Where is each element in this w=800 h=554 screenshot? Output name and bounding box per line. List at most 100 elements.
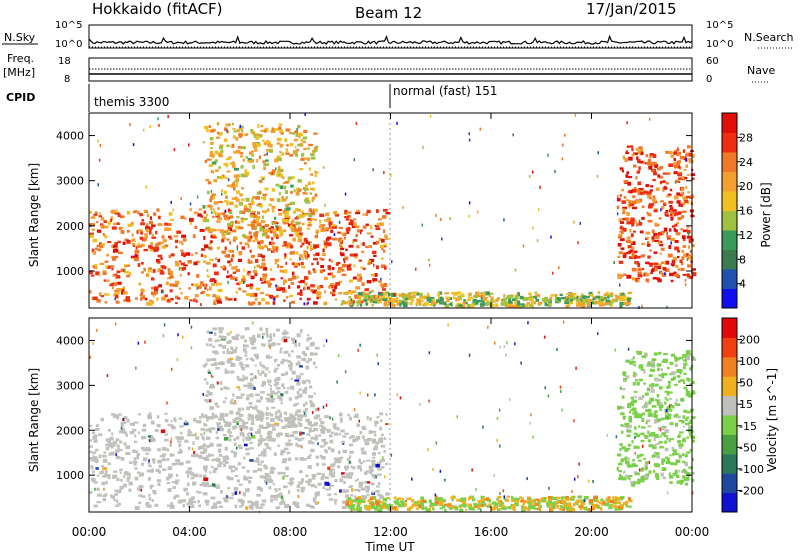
power-colorbar-segment xyxy=(722,152,737,172)
data-cell xyxy=(429,304,434,307)
data-cell xyxy=(544,386,546,390)
data-cell xyxy=(285,210,289,214)
data-cell xyxy=(686,275,691,278)
data-cell xyxy=(298,388,302,391)
data-cell xyxy=(316,297,319,300)
data-cell xyxy=(262,139,265,142)
data-cell xyxy=(184,296,189,300)
data-cell xyxy=(668,163,674,167)
data-cell xyxy=(217,228,220,232)
data-cell xyxy=(218,132,222,136)
data-cell xyxy=(448,507,452,510)
data-cell xyxy=(362,225,367,229)
data-cell xyxy=(529,298,534,302)
data-cell xyxy=(263,427,268,430)
data-cell xyxy=(254,297,258,301)
data-cell xyxy=(647,361,651,366)
data-cell xyxy=(292,340,296,345)
data-cell xyxy=(240,365,243,368)
data-cell xyxy=(261,263,266,267)
data-cell xyxy=(681,460,685,464)
data-cell xyxy=(274,415,277,419)
data-cell xyxy=(357,348,359,352)
data-cell xyxy=(266,379,272,383)
data-cell xyxy=(103,451,107,454)
data-cell xyxy=(289,258,292,261)
data-cell xyxy=(270,278,275,281)
data-cell xyxy=(213,280,217,284)
data-cell xyxy=(407,292,413,295)
data-cell xyxy=(321,455,326,460)
data-cell xyxy=(284,214,290,218)
data-cell xyxy=(627,424,633,429)
data-cell xyxy=(307,455,311,459)
data-cell xyxy=(646,363,650,367)
data-cell xyxy=(279,347,283,350)
data-cell xyxy=(637,478,642,483)
data-cell xyxy=(309,241,312,244)
data-cell xyxy=(204,499,210,504)
data-cell xyxy=(300,490,305,493)
data-cell xyxy=(687,174,690,176)
data-cell xyxy=(297,179,302,183)
data-cell xyxy=(279,232,283,236)
data-cell xyxy=(477,210,479,214)
data-cell xyxy=(93,434,98,438)
data-cell xyxy=(339,238,343,243)
data-cell xyxy=(269,345,271,349)
data-cell xyxy=(435,299,441,303)
data-cell xyxy=(209,383,215,387)
data-cell xyxy=(185,460,191,464)
power-colorbar-tick-label: 20 xyxy=(739,180,753,193)
data-cell xyxy=(267,208,270,212)
data-cell xyxy=(485,497,490,501)
data-cell xyxy=(179,431,183,435)
data-cell xyxy=(274,488,278,491)
data-cell xyxy=(243,207,249,212)
data-cell xyxy=(659,402,663,406)
data-cell xyxy=(344,432,349,435)
data-cell xyxy=(656,363,662,367)
data-cell xyxy=(660,208,662,212)
data-cell xyxy=(236,436,239,440)
data-cell xyxy=(339,412,343,417)
data-cell xyxy=(674,240,679,243)
data-cell xyxy=(286,331,289,335)
data-cell xyxy=(668,245,672,249)
data-cell xyxy=(180,249,184,252)
data-cell xyxy=(678,419,682,422)
data-cell xyxy=(283,485,288,489)
data-cell xyxy=(189,502,194,506)
data-cell xyxy=(632,356,635,360)
data-cell xyxy=(360,447,365,451)
data-cell xyxy=(278,226,282,230)
data-cell xyxy=(384,234,388,238)
data-cell xyxy=(434,493,437,497)
data-cell xyxy=(227,178,230,182)
data-cell xyxy=(376,265,379,270)
data-cell xyxy=(307,334,310,337)
data-cell xyxy=(298,226,302,230)
data-cell xyxy=(379,440,384,444)
data-cell xyxy=(494,502,499,507)
data-cell xyxy=(206,128,209,133)
data-cell xyxy=(307,301,309,305)
data-cell xyxy=(289,234,294,237)
data-cell xyxy=(331,260,334,263)
data-cell xyxy=(259,226,263,230)
data-cell xyxy=(300,158,305,161)
data-cell xyxy=(632,399,637,403)
data-cell xyxy=(645,421,648,425)
data-cell xyxy=(175,459,181,463)
data-cell xyxy=(226,476,230,480)
data-cell xyxy=(651,405,657,408)
data-cell xyxy=(364,288,369,292)
data-cell xyxy=(220,427,224,432)
data-cell xyxy=(432,298,435,302)
data-cell xyxy=(204,287,207,290)
data-cell xyxy=(114,248,119,253)
data-cell xyxy=(499,501,504,505)
data-cell xyxy=(633,187,637,190)
data-cell xyxy=(356,273,362,277)
data-cell xyxy=(213,362,218,366)
